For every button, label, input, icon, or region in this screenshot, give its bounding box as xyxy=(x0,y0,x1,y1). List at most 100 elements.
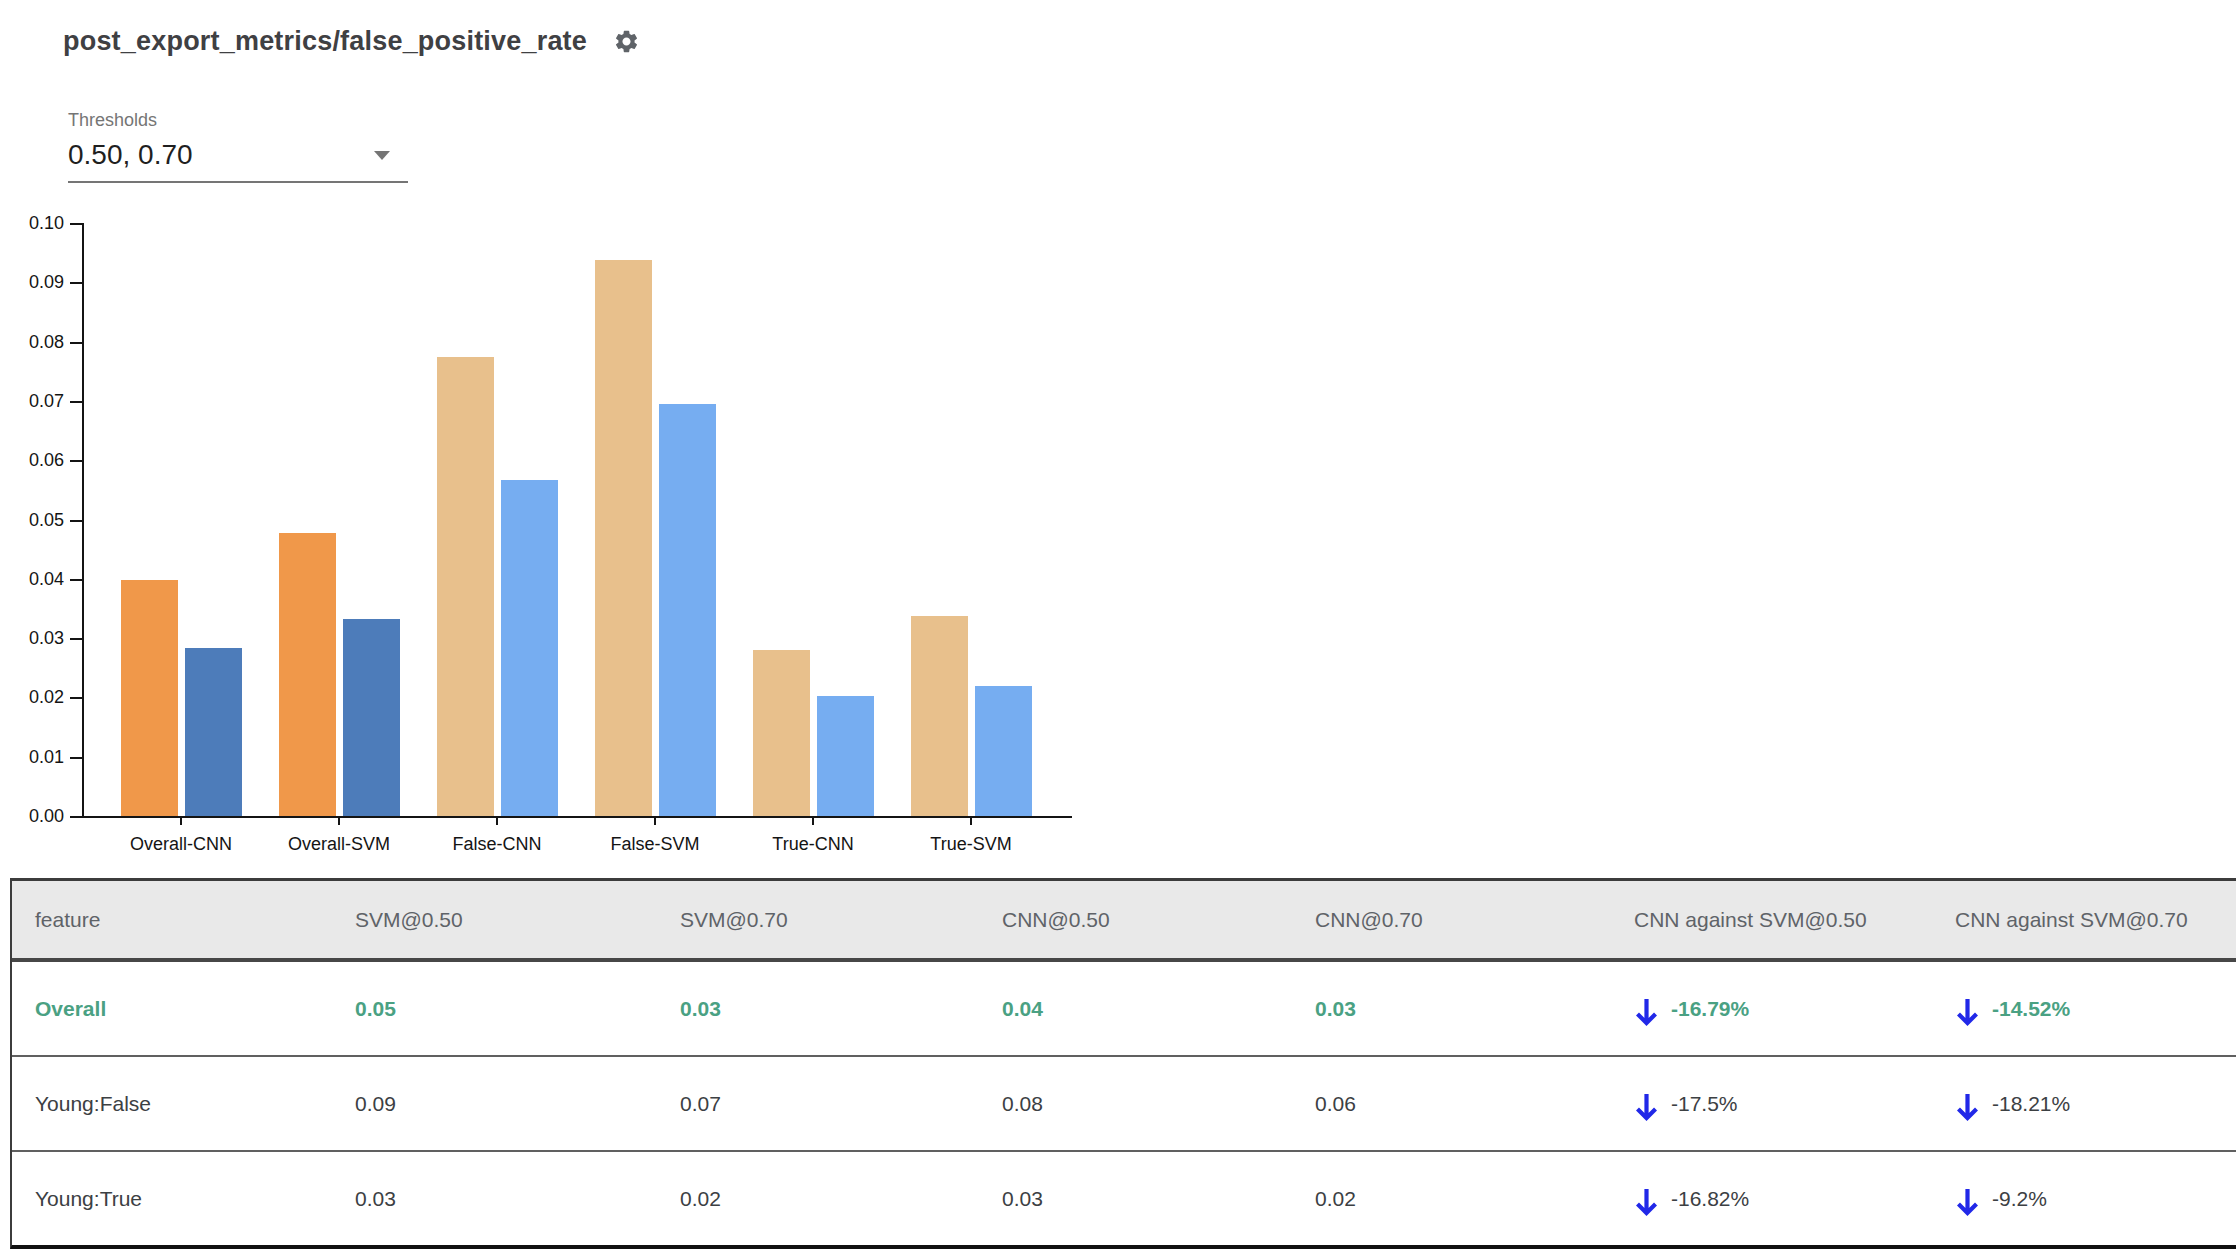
bar[interactable] xyxy=(343,619,400,816)
bar[interactable] xyxy=(185,648,242,816)
metric-value-cell: 0.07 xyxy=(680,1092,1002,1116)
metrics-table: feature SVM@0.50 SVM@0.70 CNN@0.50 CNN@0… xyxy=(10,878,2236,1249)
metric-value-cell: 0.04 xyxy=(1002,997,1315,1021)
y-axis-tick xyxy=(70,757,82,759)
table-body: Overall0.050.030.040.03 -16.79% -14.52%Y… xyxy=(12,962,2236,1245)
comparison-cell: -16.79% xyxy=(1634,991,1955,1027)
metric-value-cell: 0.03 xyxy=(355,1187,680,1211)
down-arrow-icon xyxy=(1634,1092,1659,1122)
y-axis-tick-label: 0.09 xyxy=(2,272,64,293)
bar[interactable] xyxy=(753,650,810,816)
metric-value-cell: 0.02 xyxy=(1315,1187,1634,1211)
comparison-value: -16.79% xyxy=(1671,997,1749,1021)
metric-value-cell: 0.03 xyxy=(1315,997,1634,1021)
y-axis-tick xyxy=(70,520,82,522)
bar[interactable] xyxy=(975,686,1032,816)
metric-value-cell: 0.03 xyxy=(1002,1187,1315,1211)
x-axis-tick xyxy=(338,818,340,825)
feature-cell: Overall xyxy=(12,997,355,1021)
y-axis-tick xyxy=(70,282,82,284)
down-arrow-icon xyxy=(1955,1092,1980,1122)
metric-value-cell: 0.09 xyxy=(355,1092,680,1116)
metric-value-cell: 0.06 xyxy=(1315,1092,1634,1116)
down-arrow-icon xyxy=(1955,1187,1980,1217)
x-axis-tick-label: Overall-SVM xyxy=(254,834,424,855)
y-axis-tick-label: 0.04 xyxy=(2,569,64,590)
x-axis-tick-label: False-SVM xyxy=(570,834,740,855)
feature-cell: Young:False xyxy=(12,1092,355,1116)
table-row[interactable]: Young:False0.090.070.080.06 -17.5% -18.2… xyxy=(12,1055,2236,1150)
x-axis-line xyxy=(82,816,1072,818)
false-positive-rate-bar-chart: 0.000.010.020.030.040.050.060.070.080.09… xyxy=(0,200,1120,880)
y-axis-tick-label: 0.06 xyxy=(2,450,64,471)
comparison-value: -17.5% xyxy=(1671,1092,1738,1116)
comparison-cell: -9.2% xyxy=(1955,1181,2236,1217)
down-arrow-icon xyxy=(1634,1187,1659,1217)
page-title: post_export_metrics/false_positive_rate xyxy=(63,26,587,57)
x-axis-tick-label: Overall-CNN xyxy=(96,834,266,855)
y-axis-tick xyxy=(70,401,82,403)
chevron-down-icon xyxy=(374,151,390,160)
column-header-cnn-050: CNN@0.50 xyxy=(1002,908,1315,932)
x-axis-tick xyxy=(654,818,656,825)
x-axis-tick-label: True-SVM xyxy=(886,834,1056,855)
metric-value-cell: 0.02 xyxy=(680,1187,1002,1211)
column-header-svm-050: SVM@0.50 xyxy=(355,908,680,932)
x-axis-tick xyxy=(496,818,498,825)
table-row[interactable]: Overall0.050.030.040.03 -16.79% -14.52% xyxy=(12,962,2236,1055)
metric-value-cell: 0.08 xyxy=(1002,1092,1315,1116)
comparison-cell: -17.5% xyxy=(1634,1086,1955,1122)
comparison-cell: -14.52% xyxy=(1955,991,2236,1027)
x-axis-tick xyxy=(970,818,972,825)
y-axis-line xyxy=(82,223,84,818)
comparison-value: -14.52% xyxy=(1992,997,2070,1021)
x-axis-tick xyxy=(180,818,182,825)
y-axis-tick xyxy=(70,638,82,640)
column-header-feature: feature xyxy=(12,908,355,932)
comparison-cell: -16.82% xyxy=(1634,1181,1955,1217)
y-axis-tick-label: 0.00 xyxy=(2,806,64,827)
comparison-value: -9.2% xyxy=(1992,1187,2047,1211)
y-axis-tick-label: 0.03 xyxy=(2,628,64,649)
table-row[interactable]: Young:True0.030.020.030.02 -16.82% -9.2% xyxy=(12,1150,2236,1245)
bar[interactable] xyxy=(595,260,652,816)
bar[interactable] xyxy=(279,533,336,816)
metric-header: post_export_metrics/false_positive_rate xyxy=(63,26,640,57)
column-header-cnn-070: CNN@0.70 xyxy=(1315,908,1634,932)
table-header-row: feature SVM@0.50 SVM@0.70 CNN@0.50 CNN@0… xyxy=(12,881,2236,962)
bar[interactable] xyxy=(121,580,178,816)
y-axis-tick-label: 0.10 xyxy=(2,213,64,234)
thresholds-label: Thresholds xyxy=(68,110,408,131)
bar[interactable] xyxy=(911,616,968,816)
down-arrow-icon xyxy=(1955,997,1980,1027)
y-axis-tick-label: 0.08 xyxy=(2,332,64,353)
y-axis-tick-label: 0.05 xyxy=(2,510,64,531)
y-axis-tick xyxy=(70,460,82,462)
thresholds-dropdown[interactable]: Thresholds 0.50, 0.70 xyxy=(68,110,408,183)
bar[interactable] xyxy=(501,480,558,816)
y-axis-tick-label: 0.07 xyxy=(2,391,64,412)
bar[interactable] xyxy=(659,404,716,816)
comparison-cell: -18.21% xyxy=(1955,1086,2236,1122)
y-axis-tick xyxy=(70,816,82,818)
down-arrow-icon xyxy=(1634,997,1659,1027)
x-axis-tick-label: False-CNN xyxy=(412,834,582,855)
y-axis-tick xyxy=(70,697,82,699)
gear-icon[interactable] xyxy=(613,28,640,55)
column-header-cnn-vs-svm-070: CNN against SVM@0.70 xyxy=(1955,908,2236,932)
feature-cell: Young:True xyxy=(12,1187,355,1211)
x-axis-tick-label: True-CNN xyxy=(728,834,898,855)
metric-value-cell: 0.05 xyxy=(355,997,680,1021)
y-axis-tick-label: 0.01 xyxy=(2,747,64,768)
bar[interactable] xyxy=(817,696,874,816)
y-axis-tick xyxy=(70,342,82,344)
bar[interactable] xyxy=(437,357,494,816)
y-axis-tick xyxy=(70,579,82,581)
x-axis-tick xyxy=(812,818,814,825)
thresholds-value: 0.50, 0.70 xyxy=(68,139,193,171)
metrics-page: post_export_metrics/false_positive_rate … xyxy=(0,0,2236,1258)
column-header-svm-070: SVM@0.70 xyxy=(680,908,1002,932)
y-axis-tick xyxy=(70,223,82,225)
comparison-value: -18.21% xyxy=(1992,1092,2070,1116)
comparison-value: -16.82% xyxy=(1671,1187,1749,1211)
